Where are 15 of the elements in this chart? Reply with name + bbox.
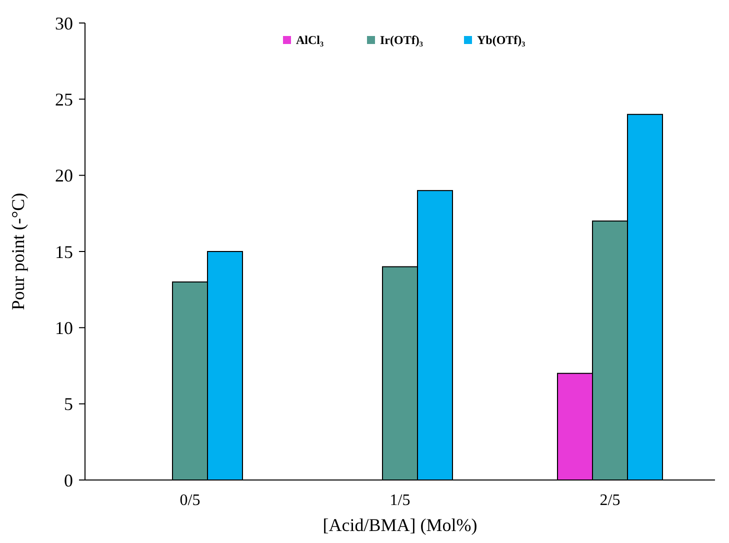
y-tick-label: 0	[64, 470, 73, 490]
legend-label: AlCl₃	[296, 33, 324, 47]
x-axis-title: [Acid/BMA] (Mol%)	[322, 515, 478, 535]
legend-label: Ir(OTf)₃	[380, 33, 424, 47]
y-axis-title: Pour point (-°C)	[8, 192, 28, 310]
legend-label: Yb(OTf)₃	[477, 33, 526, 47]
y-tick-label: 5	[64, 394, 73, 414]
y-tick-label: 30	[55, 13, 73, 34]
y-tick-label: 25	[55, 89, 73, 110]
x-tick-label: 1/5	[390, 492, 410, 509]
y-tick-label: 10	[55, 318, 73, 338]
x-tick-label: 2/5	[600, 492, 620, 509]
y-tick-label: 15	[55, 242, 73, 262]
x-tick-label: 0/5	[180, 492, 200, 509]
y-tick-label: 20	[55, 166, 73, 186]
